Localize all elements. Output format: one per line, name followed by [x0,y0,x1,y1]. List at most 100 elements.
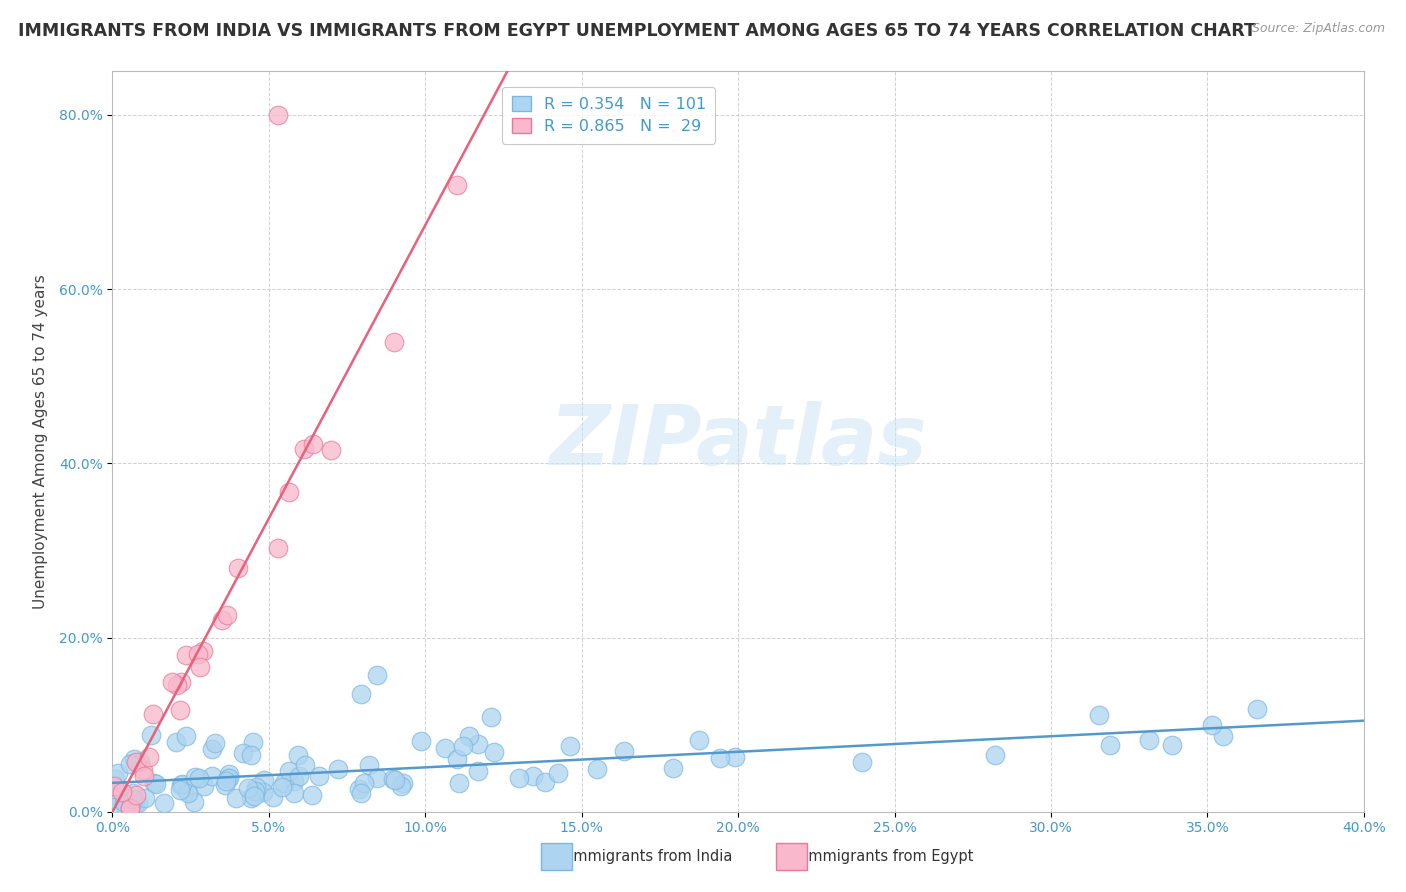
Point [214,778,236,792]
Point [125,788,148,802]
Point [132,763,155,777]
Point [277,764,299,779]
Point [169,783,191,797]
Point [240,748,263,763]
Point [138,749,160,764]
Point [103,788,125,802]
Point [446,178,468,193]
Point [558,739,581,753]
Text: IMMIGRANTS FROM INDIA VS IMMIGRANTS FROM EGYPT UNEMPLOYMENT AMONG AGES 65 TO 74 : IMMIGRANTS FROM INDIA VS IMMIGRANTS FROM… [18,22,1256,40]
Point [662,761,685,775]
Point [111,785,134,799]
Point [449,776,471,790]
Point [200,769,222,783]
Point [381,772,404,787]
Point [177,786,200,800]
Point [547,766,569,780]
Point [411,733,433,747]
Point [211,613,233,627]
Point [215,773,238,788]
Point [350,687,373,701]
Text: Immigrants from India: Immigrants from India [569,849,733,863]
Point [349,786,371,800]
Point [243,789,266,803]
Point [193,779,215,793]
Point [245,780,267,795]
Point [366,771,388,785]
Point [288,769,311,783]
Point [366,668,388,682]
Text: Source: ZipAtlas.com: Source: ZipAtlas.com [1251,22,1385,36]
Point [392,776,415,790]
Point [243,784,266,798]
Point [183,795,205,809]
Point [128,755,150,769]
Point [184,770,207,784]
Point [166,678,188,692]
Point [217,771,239,785]
Point [273,776,295,790]
Point [217,607,239,622]
Point [165,735,187,749]
Point [132,769,155,783]
Point [125,755,148,769]
Point [169,703,191,717]
Point [145,777,167,791]
Point [508,771,530,785]
Point [201,742,224,756]
Point [253,772,276,787]
Point [585,762,607,776]
Point [124,797,146,811]
Point [446,751,468,765]
Point [522,769,544,783]
Point [226,561,249,575]
Point [176,648,198,662]
Point [142,706,165,721]
Point [1212,729,1234,743]
Point [533,774,555,789]
Point [382,335,405,350]
Point [688,733,710,747]
Point [613,744,636,758]
Point [191,643,214,657]
Point [1161,738,1184,752]
Point [120,801,142,815]
Point [204,736,226,750]
Point [267,108,290,122]
Point [122,752,145,766]
Point [120,757,142,772]
Point [112,796,135,810]
Point [321,443,343,458]
Text: ZIPatlas: ZIPatlas [550,401,927,482]
Point [153,796,176,810]
Point [287,747,309,762]
Point [1201,717,1223,731]
Point [389,779,412,793]
Point [433,741,456,756]
Point [232,746,254,760]
Point [127,796,149,810]
Point [267,541,290,556]
Point [308,769,330,783]
Point [121,792,143,806]
Point [283,786,305,800]
Point [384,772,406,787]
Point [170,778,193,792]
Point [326,762,349,776]
Point [104,772,127,786]
Point [984,748,1007,763]
Text: Immigrants from Egypt: Immigrants from Egypt [804,849,973,863]
Point [218,771,240,785]
Point [170,777,193,791]
Point [262,789,284,804]
Point [467,764,489,779]
Point [218,766,240,780]
Point [225,790,247,805]
Point [1246,702,1268,716]
Point [851,755,873,769]
Point [170,675,193,690]
Point [122,786,145,800]
Point [278,485,301,500]
Point [160,674,183,689]
Point [467,737,489,751]
